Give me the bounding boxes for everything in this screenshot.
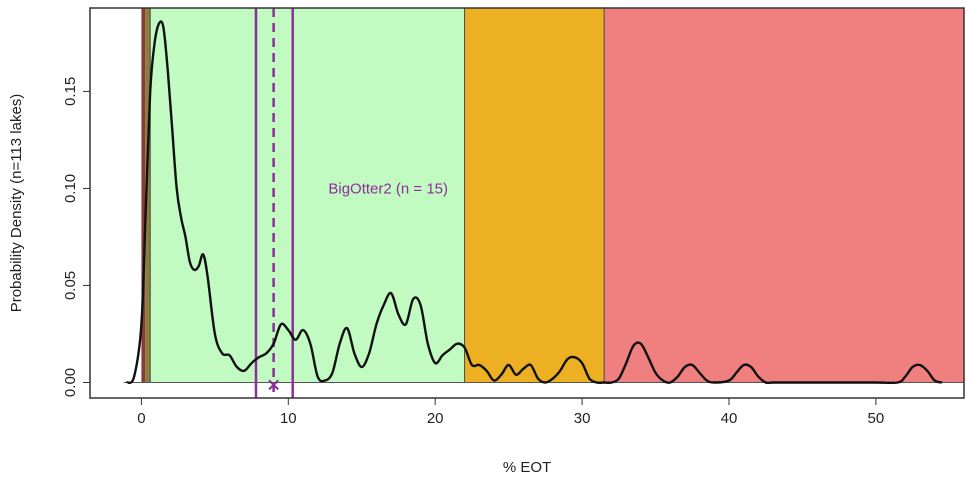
density-curve [125,20,943,385]
y-axis-title: Probability Density (n=113 lakes) [8,94,25,313]
x-axis: 0 10 20 30 40 50 [137,398,884,427]
band-1 [145,8,151,383]
x-axis-title: % EOT [503,459,551,476]
y-axis: 0.00 0.05 0.10 0.15 [62,77,90,397]
series-annotation: BigOtter2 (n = 15) [328,180,448,197]
density-curve-layer [125,20,943,385]
y-tick-label-3: 0.15 [62,77,79,106]
band-0 [141,8,146,383]
band-4 [604,8,964,383]
x-tick-label-1: 10 [280,410,297,427]
category-bands [141,8,964,383]
y-tick-label-2: 0.10 [62,174,79,203]
x-tick-label-4: 40 [721,410,738,427]
mean-marker-layer: × [266,374,281,395]
x-tick-label-2: 20 [427,410,444,427]
mean-marker: × [266,374,281,395]
x-tick-label-3: 30 [574,410,591,427]
x-tick-label-5: 50 [868,410,885,427]
plot-frame [89,7,965,399]
x-tick-label-0: 0 [137,410,145,427]
reference-lines [254,8,294,398]
y-tick-label-0: 0.00 [62,368,79,397]
band-2 [150,8,465,383]
y-tick-label-1: 0.05 [62,271,79,300]
band-3 [464,8,605,383]
